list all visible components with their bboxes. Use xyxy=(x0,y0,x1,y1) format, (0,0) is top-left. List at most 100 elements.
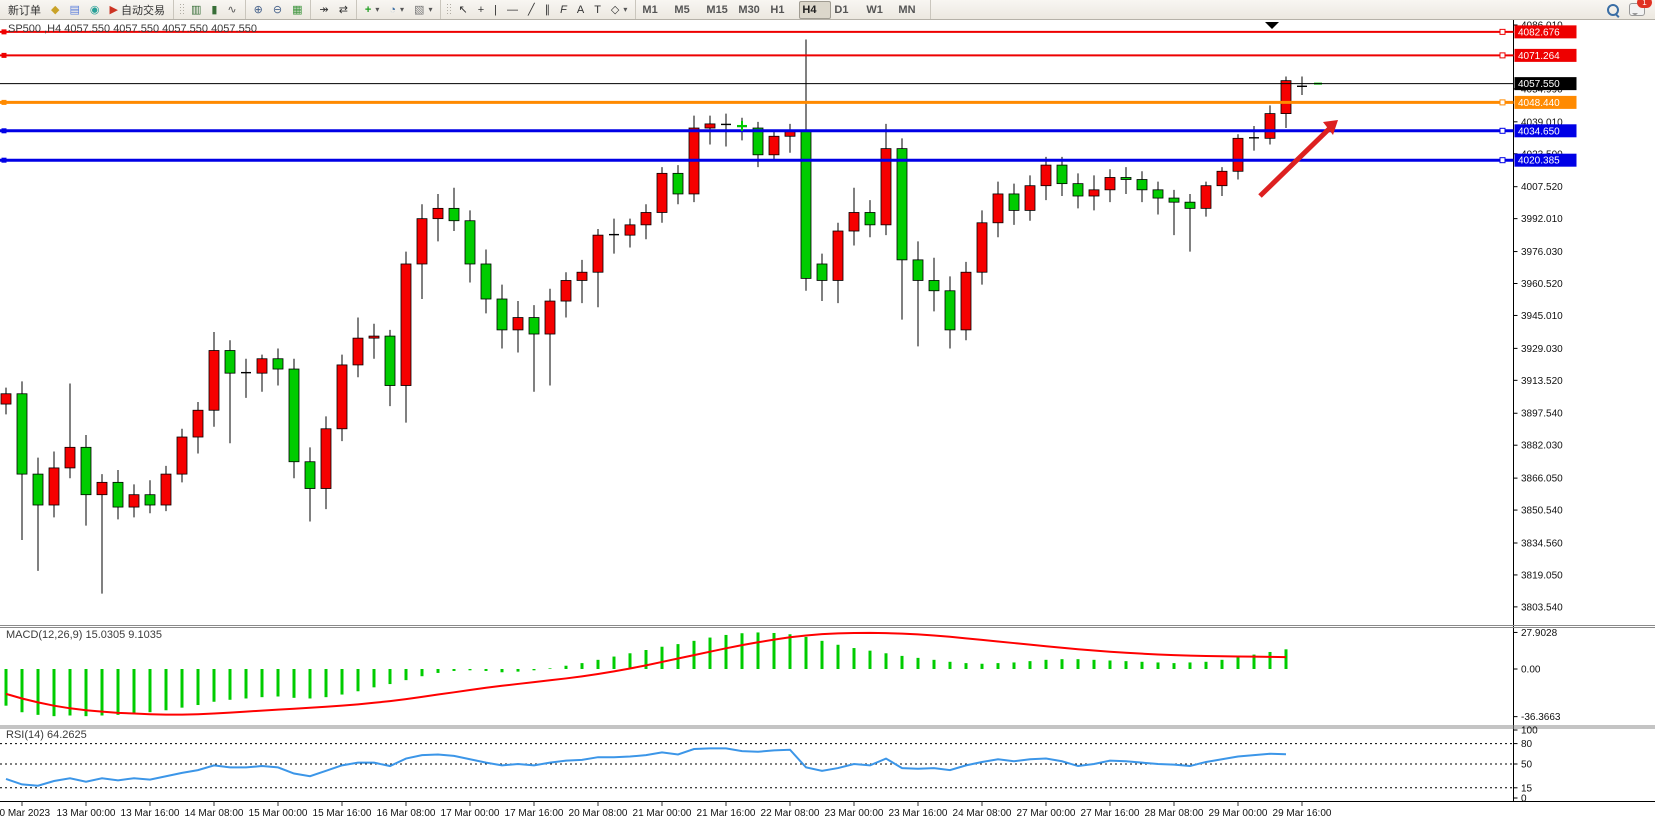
label-icon: T xyxy=(594,3,601,16)
bear-candle xyxy=(928,280,940,292)
hline-anchor-right[interactable] xyxy=(1499,52,1506,59)
scroll-to-end-marker[interactable] xyxy=(1265,22,1279,29)
hline-anchor-left[interactable] xyxy=(1,99,7,105)
bull-candle xyxy=(176,436,188,475)
hline-anchor-right[interactable] xyxy=(1499,157,1506,164)
search-icon xyxy=(1607,3,1620,18)
hline-anchor-right[interactable] xyxy=(1499,127,1506,134)
autotrading-button[interactable]: ▶ 自动交易 xyxy=(104,1,169,19)
bear-candle xyxy=(16,393,28,475)
timeframe-mn[interactable]: MN xyxy=(898,3,916,16)
bull-candle xyxy=(704,123,716,129)
hline-anchor-right[interactable] xyxy=(1499,99,1506,106)
time-tick-label: 10 Mar 2023 xyxy=(0,808,51,819)
bear-candle xyxy=(912,259,924,281)
bull-candle xyxy=(128,494,140,508)
auto-scroll-icon: ↠ xyxy=(319,3,329,16)
line-chart-button[interactable]: ∿ xyxy=(222,1,241,19)
navigator-button[interactable]: ◉ xyxy=(85,1,105,19)
vertical-line-tool-button[interactable]: | xyxy=(489,1,502,19)
time-tick-label: 16 Mar 08:00 xyxy=(377,808,436,819)
toolbar-grip[interactable] xyxy=(446,3,452,16)
rsi-name: RSI(14) xyxy=(6,729,44,741)
price-badge-label: 4082.676 xyxy=(1518,27,1560,38)
timeframe-m15[interactable]: M15 xyxy=(706,3,728,16)
price-tick-label: 4039.010 xyxy=(1521,117,1563,128)
bear-candle xyxy=(528,317,540,335)
text-tool-button[interactable]: A xyxy=(572,1,589,19)
bull-candle xyxy=(1024,185,1036,211)
bull-candle xyxy=(160,473,172,506)
bear-candle xyxy=(272,358,284,370)
bear-candle xyxy=(800,129,812,279)
hline-price-badge xyxy=(1514,25,1577,39)
horizontal-line-tool-button[interactable]: — xyxy=(502,1,523,19)
bear-candle xyxy=(384,335,396,386)
candlestick-chart-button[interactable]: ▮ xyxy=(206,1,222,19)
bull-candle xyxy=(96,481,108,496)
hline-anchor-left[interactable] xyxy=(1,128,7,134)
cursor-tool-button[interactable]: ↖ xyxy=(453,1,472,19)
timeframe-w1[interactable]: W1 xyxy=(866,3,883,16)
zoom-out-button[interactable]: ⊖ xyxy=(268,1,287,19)
timeframe-m5[interactable]: M5 xyxy=(674,3,690,16)
timeframe-h1[interactable]: H1 xyxy=(770,3,785,16)
bear-candle xyxy=(224,350,236,374)
market-watch-button[interactable]: ◆ xyxy=(46,1,64,19)
hline-anchor-left[interactable] xyxy=(1,29,7,35)
trendline-tool-button[interactable]: ╱ xyxy=(523,1,540,19)
timeframe-m1[interactable]: M1 xyxy=(642,3,658,16)
rsi-tick-label: 80 xyxy=(1521,739,1533,750)
shapes-dropdown-icon: ▾ xyxy=(623,5,628,14)
timeframe-m30[interactable]: M30 xyxy=(738,3,760,16)
tile-windows-button[interactable]: ▦ xyxy=(287,1,307,19)
data-window-button[interactable]: ▤ xyxy=(64,1,84,19)
arrow-annotation[interactable] xyxy=(1258,126,1332,198)
bear-candle xyxy=(896,148,908,261)
timeframe-group: M1 M5 M15 M30 H1 H4 D1 W1 MN xyxy=(636,0,932,19)
time-tick-label: 23 Mar 16:00 xyxy=(889,808,948,819)
crosshair-tool-button[interactable]: + xyxy=(473,1,489,19)
bar-chart-icon: ▥ xyxy=(190,3,202,16)
bear-candle xyxy=(944,290,956,331)
bar-chart-button[interactable]: ▥ xyxy=(186,1,206,19)
arrow-annotation-head[interactable] xyxy=(1323,120,1338,135)
indicators-button[interactable]: + ▾ xyxy=(360,1,384,19)
timeframe-d1[interactable]: D1 xyxy=(834,3,849,16)
market-watch-icon: ◆ xyxy=(51,3,60,16)
shapes-tool-button[interactable]: ◇ ▾ xyxy=(606,1,632,19)
time-tick-label: 27 Mar 16:00 xyxy=(1081,808,1140,819)
time-tick-label: 29 Mar 16:00 xyxy=(1273,808,1332,819)
channel-tool-button[interactable]: ∥ xyxy=(540,1,556,19)
symbol-ohlc-label: SP500 ,H4 4057.550 4057.550 4057.550 405… xyxy=(8,23,257,35)
bull-candle xyxy=(1280,80,1292,115)
hline-anchor-right[interactable] xyxy=(1499,28,1506,35)
time-tick-label: 13 Mar 00:00 xyxy=(57,808,116,819)
chart-shift-button[interactable]: ⇄ xyxy=(334,1,353,19)
zoom-in-button[interactable]: ⊕ xyxy=(249,1,268,19)
toolbar-grip[interactable] xyxy=(178,3,184,16)
bull-candle xyxy=(640,212,652,226)
periods-button[interactable]: ◔ ▾ xyxy=(384,1,409,19)
auto-scroll-button[interactable]: ↠ xyxy=(314,1,333,19)
bull-candle xyxy=(192,409,204,438)
hline-anchor-left[interactable] xyxy=(1,52,7,58)
bull-candle xyxy=(1088,189,1100,197)
time-tick-label: 21 Mar 00:00 xyxy=(633,808,692,819)
rsi-value: 64.2625 xyxy=(46,729,87,741)
price-tick-label: 3897.540 xyxy=(1521,409,1563,420)
bull-candle xyxy=(48,467,60,506)
search-button[interactable] xyxy=(1607,3,1620,18)
price-tick-label: 3803.540 xyxy=(1521,602,1563,613)
timeframe-h4[interactable]: H4 xyxy=(799,0,832,19)
new-order-button[interactable]: 新订单 xyxy=(3,1,46,19)
label-tool-button[interactable]: T xyxy=(589,1,606,19)
fibonacci-tool-button[interactable]: F xyxy=(555,1,572,19)
templates-button[interactable]: ▧ ▾ xyxy=(409,1,437,19)
tile-windows-icon: ▦ xyxy=(292,3,303,16)
notifications-button[interactable]: 1 xyxy=(1629,0,1652,16)
hline-anchor-left[interactable] xyxy=(1,157,7,163)
bull-candle xyxy=(432,207,444,220)
